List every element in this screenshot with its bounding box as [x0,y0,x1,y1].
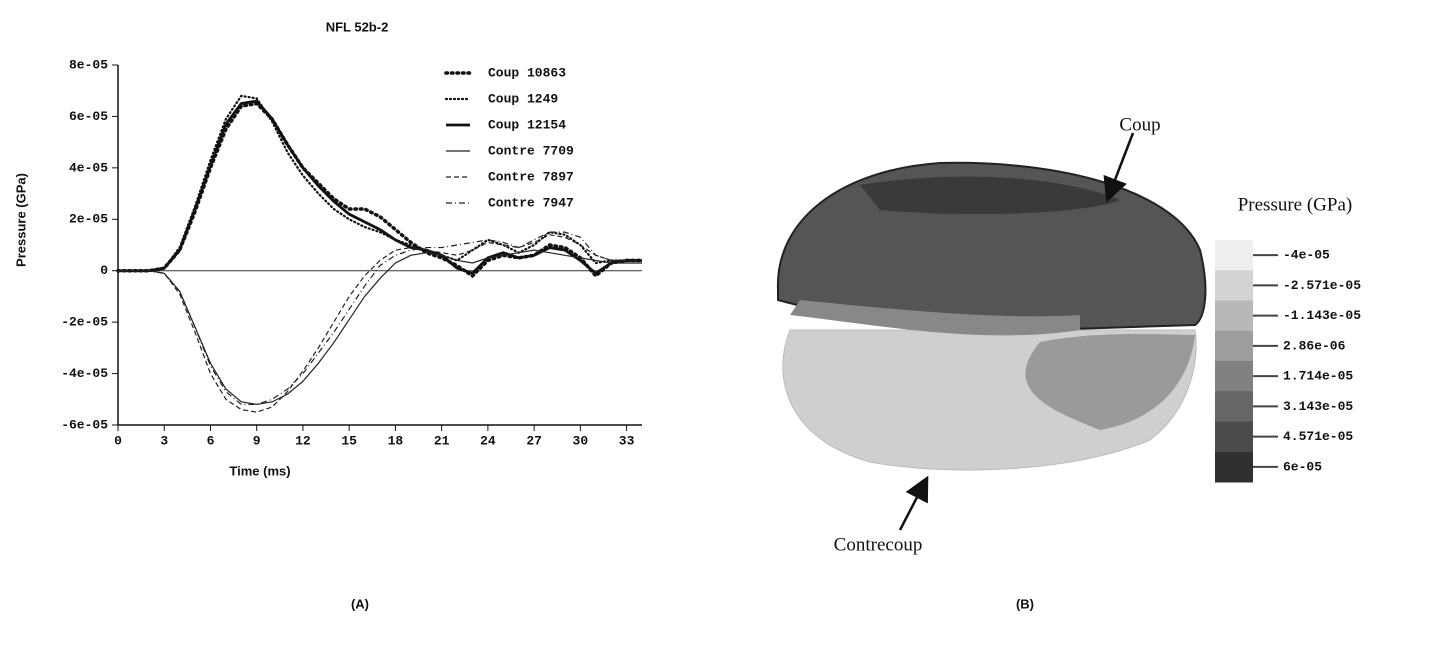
colorbar-label: 6e-05 [1283,459,1322,474]
colorbar-title: Pressure (GPa) [1238,194,1353,215]
colorbar-label: -1.143e-05 [1283,308,1361,323]
legend-label: Contre 7897 [488,169,574,184]
colorbar-label: -4e-05 [1283,248,1330,263]
colorbar-band [1215,301,1253,332]
panel-label: (B) [1016,596,1034,611]
annotation: Coup [1119,114,1160,135]
y-tick-label: -4e-05 [61,366,108,381]
colorbar-band [1215,452,1253,483]
x-tick-label: 15 [341,433,357,448]
y-tick-label: 6e-05 [69,109,108,124]
series-line [118,250,642,404]
colorbar-label: 4.571e-05 [1283,429,1353,444]
y-tick-label: -6e-05 [61,417,108,432]
colorbar-label: 2.86e-06 [1283,338,1346,353]
colorbar-band [1215,331,1253,362]
colorbar-label: -2.571e-05 [1283,278,1361,293]
y-tick-label: -2e-05 [61,315,108,330]
arrow [900,480,926,530]
x-tick-label: 30 [573,433,589,448]
brain [778,163,1206,470]
colorbar-band [1215,270,1253,301]
y-tick-label: 2e-05 [69,212,108,227]
y-tick-label: 8e-05 [69,57,108,72]
y-axis-label: Pressure (GPa) [13,173,28,267]
x-tick-label: 6 [207,433,215,448]
legend-label: Coup 1249 [488,91,558,106]
colorbar-band [1215,391,1253,422]
x-tick-label: 21 [434,433,450,448]
colorbar-label: 3.143e-05 [1283,399,1353,414]
x-tick-label: 9 [253,433,261,448]
legend-label: Coup 10863 [488,65,566,80]
x-tick-label: 3 [160,433,168,448]
x-tick-label: 33 [619,433,635,448]
x-tick-label: 27 [526,433,542,448]
y-tick-label: 4e-05 [69,160,108,175]
legend-label: Coup 12154 [488,117,566,132]
series-line [118,232,642,404]
annotation: Contrecoup [834,534,923,555]
chart-title: NFL 52b-2 [326,19,389,34]
legend-label: Contre 7947 [488,195,574,210]
x-tick-label: 12 [295,433,311,448]
colorbar-band [1215,422,1253,453]
colorbar-band [1215,361,1253,392]
x-tick-label: 18 [388,433,404,448]
x-axis-label: Time (ms) [229,463,290,478]
series-line [118,235,642,412]
x-tick-label: 24 [480,433,496,448]
figure: NFL 52b-2 Time (ms) Pressure (GPa) (A) (… [0,0,1431,649]
colorbar-band [1215,240,1253,271]
colorbar-label: 1.714e-05 [1283,369,1353,384]
legend-label: Contre 7709 [488,143,574,158]
y-tick-label: 0 [100,263,108,278]
x-tick-label: 0 [114,433,122,448]
panel-label: (A) [351,596,369,611]
